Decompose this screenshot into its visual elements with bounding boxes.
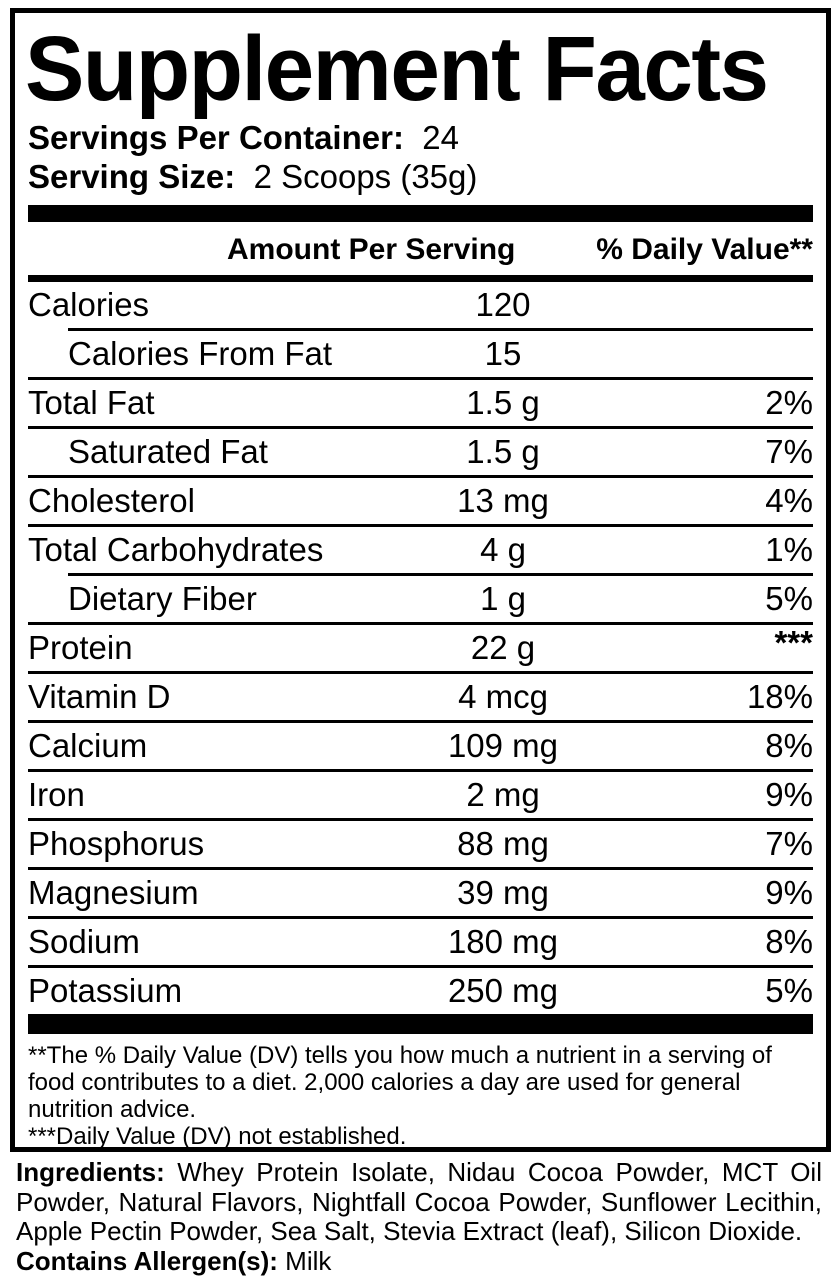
nutrient-row: Vitamin D 4 mcg 18% (28, 674, 813, 720)
servings-per-container-label: Servings Per Container: (28, 118, 404, 156)
row-divider (28, 474, 813, 478)
row-divider (28, 670, 813, 674)
nutrient-row: Cholesterol 13 mg 4% (28, 478, 813, 524)
nutrient-row: Phosphorus 88 mg 7% (28, 821, 813, 867)
serving-size-value: 2 Scoops (35g) (253, 157, 478, 195)
serving-size-label: Serving Size: (28, 157, 236, 195)
row-divider (28, 768, 813, 772)
amount-column-header: Amount Per Serving (227, 232, 516, 266)
nutrient-daily-value: 8% (765, 726, 813, 764)
row-divider (68, 327, 813, 331)
row-divider (28, 817, 813, 821)
nutrient-name: Total Fat (28, 383, 155, 421)
row-divider (28, 964, 813, 968)
ingredients-text: Whey Protein Isolate, Nidau Cocoa Powder… (16, 1157, 822, 1246)
header-separator-bar (28, 204, 813, 222)
nutrient-name: Magnesium (28, 873, 199, 911)
nutrient-row: Iron 2 mg 9% (28, 772, 813, 818)
nutrient-amount: 180 mg (447, 922, 559, 960)
nutrient-row: Saturated Fat 1.5 g 7% (28, 429, 813, 475)
nutrient-row: Sodium 180 mg 8% (28, 919, 813, 965)
not-established-footnote: ***Daily Value (DV) not established. (28, 1122, 407, 1150)
nutrient-row: Potassium 250 mg 5% (28, 968, 813, 1014)
footer-separator-bar (28, 1013, 813, 1034)
nutrient-amount: 2 mg (466, 775, 540, 813)
nutrient-row: Total Fat 1.5 g 2% (28, 380, 813, 426)
ingredients-paragraph: Ingredients: Whey Protein Isolate, Nidau… (16, 1157, 822, 1247)
nutrient-daily-value: 9% (765, 775, 813, 813)
allergen-label: Contains Allergen(s): (16, 1245, 278, 1276)
nutrient-amount: 15 (484, 334, 522, 372)
row-divider (28, 866, 813, 870)
nutrient-row: Protein 22 g *** (28, 625, 813, 671)
nutrient-row: Calories From Fat 15 (28, 331, 813, 377)
ingredients-section: Ingredients: Whey Protein Isolate, Nidau… (16, 1157, 822, 1276)
nutrient-amount: 88 mg (457, 824, 549, 862)
nutrient-amount: 250 mg (447, 971, 559, 1009)
nutrient-name: Phosphorus (28, 824, 205, 862)
nutrient-name: Total Carbohydrates (28, 530, 324, 568)
nutrient-name: Vitamin D (28, 677, 171, 715)
nutrient-row: Calories 120 (28, 282, 813, 328)
nutrient-amount: 4 mcg (458, 677, 548, 715)
row-divider (28, 915, 813, 919)
nutrient-amount: 120 (475, 285, 531, 323)
nutrient-daily-value: 1% (765, 530, 813, 568)
nutrient-name: Calories (28, 285, 150, 323)
nutrient-row: Total Carbohydrates 4 g 1% (28, 527, 813, 573)
nutrient-daily-value: 9% (765, 873, 813, 911)
row-divider (28, 523, 813, 527)
nutrient-daily-value: 8% (765, 922, 813, 960)
nutrient-name: Dietary Fiber (68, 579, 257, 617)
nutrient-amount: 13 mg (457, 481, 549, 519)
nutrient-row: Magnesium 39 mg 9% (28, 870, 813, 916)
facts-title: Supplement Facts (25, 16, 769, 120)
nutrient-row: Calcium 109 mg 8% (28, 723, 813, 769)
supplement-facts-panel: Supplement Facts Servings Per Container:… (10, 8, 831, 1152)
ingredients-label: Ingredients: (16, 1157, 165, 1187)
row-divider (28, 376, 813, 380)
servings-per-container-line: Servings Per Container: 24 (28, 118, 813, 157)
daily-value-column-header: % Daily Value** (596, 232, 813, 266)
nutrient-amount: 22 g (470, 628, 536, 666)
nutrient-name: Iron (28, 775, 85, 813)
nutrient-amount: 1.5 g (466, 432, 540, 470)
nutrient-name: Potassium (28, 971, 183, 1009)
serving-size-line: Serving Size: 2 Scoops (35g) (28, 157, 813, 196)
nutrient-daily-value: 2% (765, 383, 813, 421)
nutrient-name: Calories From Fat (68, 334, 333, 372)
nutrient-amount: 4 g (480, 530, 526, 568)
nutrient-name: Saturated Fat (68, 432, 268, 470)
allergen-line: Contains Allergen(s): Milk (16, 1245, 822, 1276)
row-divider (68, 572, 813, 576)
allergen-value: Milk (277, 1245, 332, 1276)
nutrient-daily-value: 4% (765, 481, 813, 519)
nutrient-daily-value: 7% (765, 824, 813, 862)
nutrient-amount: 39 mg (457, 873, 549, 911)
footnotes: **The % Daily Value (DV) tells you how m… (28, 1034, 813, 1150)
servings-per-container-value: 24 (422, 118, 460, 156)
nutrient-amount: 109 mg (447, 726, 559, 764)
nutrient-amount: 1 g (480, 579, 526, 617)
nutrient-name: Sodium (28, 922, 140, 960)
nutrient-daily-value: 5% (765, 971, 813, 1009)
nutrient-row: Dietary Fiber 1 g 5% (28, 576, 813, 622)
nutrient-name: Protein (28, 628, 133, 666)
daily-value-footnote: **The % Daily Value (DV) tells you how m… (28, 1041, 772, 1123)
nutrient-daily-value: *** (774, 623, 813, 661)
nutrient-name: Calcium (28, 726, 148, 764)
column-header-row: Amount Per Serving % Daily Value** (28, 222, 813, 282)
row-divider (28, 425, 813, 429)
row-divider (28, 719, 813, 723)
nutrient-daily-value: 18% (746, 677, 813, 715)
nutrient-amount: 1.5 g (466, 383, 540, 421)
nutrient-daily-value: 5% (765, 579, 813, 617)
row-divider (28, 621, 813, 625)
nutrient-name: Cholesterol (28, 481, 195, 519)
nutrient-daily-value: 7% (765, 432, 813, 470)
nutrient-rows: Calories 120 Calories From Fat 15 Total … (28, 282, 813, 1014)
